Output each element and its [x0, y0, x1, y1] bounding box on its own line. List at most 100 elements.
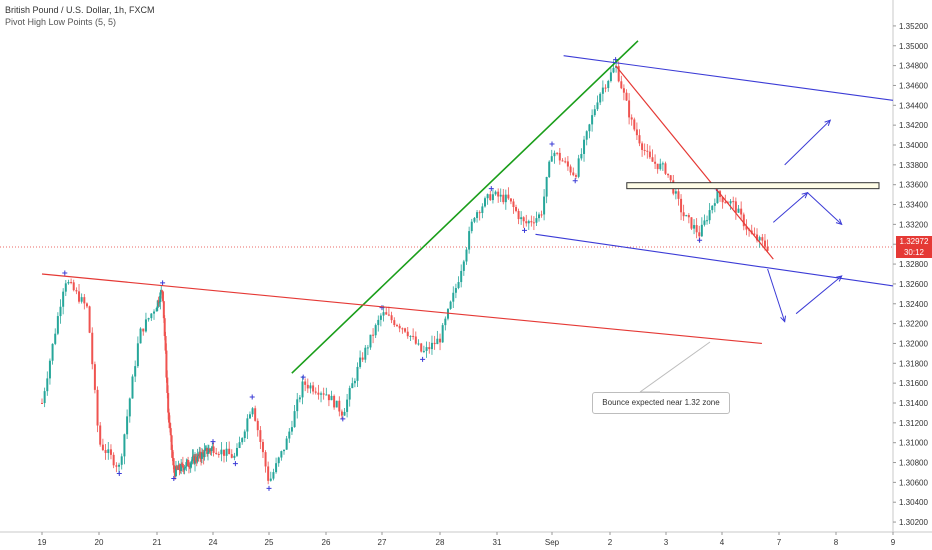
candle-body: [70, 282, 73, 284]
candle-body: [599, 93, 602, 103]
candle: [609, 68, 612, 83]
time-axis[interactable]: 19 20 21 24 25 26 27 28 31 Sep 2 3 4 7 8 9: [38, 532, 896, 547]
candle-body: [580, 153, 583, 159]
candle: [115, 462, 118, 473]
candle-body: [309, 385, 312, 389]
candle-body: [550, 156, 553, 162]
arrow-shaft[interactable]: [772, 192, 808, 223]
candle-body: [207, 449, 210, 453]
candle-body: [180, 463, 183, 471]
candle: [348, 385, 351, 407]
candle: [761, 233, 764, 245]
candle: [756, 228, 759, 243]
arrow-shaft[interactable]: [784, 119, 831, 166]
candle: [677, 187, 680, 206]
projection-arrow[interactable]: [784, 119, 832, 166]
candle: [617, 61, 620, 83]
candle-body: [369, 334, 372, 348]
candle: [654, 154, 657, 169]
red-trendline-short[interactable]: [615, 65, 774, 260]
candle-body: [457, 282, 460, 289]
candle-body: [470, 221, 473, 232]
candle-body: [664, 163, 667, 174]
candle: [417, 339, 420, 346]
candle: [165, 343, 168, 383]
pivot-markers: [62, 57, 719, 491]
candle: [46, 371, 49, 396]
candle-body: [147, 318, 150, 320]
projection-arrow[interactable]: [795, 275, 843, 315]
candle: [409, 335, 412, 342]
candle-body: [393, 320, 396, 326]
candle-body: [325, 394, 328, 396]
candle: [59, 299, 62, 324]
resistance-zone[interactable]: [626, 182, 880, 190]
red-trendline-long[interactable]: [41, 273, 762, 345]
candle-body: [353, 380, 356, 384]
candle-body: [210, 447, 213, 452]
candle: [153, 309, 156, 320]
arrow-head[interactable]: [835, 218, 843, 226]
candle: [267, 461, 270, 485]
pivot-high-marker: [249, 394, 255, 400]
blue-channel-top[interactable]: [563, 55, 894, 101]
candle: [211, 442, 214, 449]
candle-body: [170, 435, 173, 450]
candle-body: [364, 347, 367, 360]
price-tick-label: 1.32800: [899, 260, 928, 269]
candle-body: [742, 214, 745, 227]
price-tick-label: 1.31600: [899, 379, 928, 388]
time-tick-label: 28: [436, 538, 445, 547]
blue-channel-bottom[interactable]: [535, 233, 894, 287]
candle: [593, 105, 596, 117]
projection-arrow[interactable]: [807, 192, 843, 226]
arrow-head[interactable]: [780, 315, 787, 323]
candle: [85, 302, 88, 309]
candle: [128, 397, 131, 423]
candle: [51, 343, 54, 365]
candle-body: [112, 454, 115, 466]
arrow-shaft[interactable]: [795, 275, 843, 315]
candle-body: [356, 366, 359, 381]
candle: [215, 447, 218, 455]
candle: [711, 205, 714, 214]
candle: [201, 449, 204, 454]
candle: [398, 323, 401, 333]
candle: [737, 204, 740, 213]
candle-body: [499, 194, 502, 197]
candle-body: [142, 328, 145, 332]
candle-body: [372, 334, 375, 336]
time-tick-label: 24: [209, 538, 218, 547]
candle-body: [659, 163, 662, 170]
projection-arrow[interactable]: [772, 191, 809, 223]
candle: [583, 135, 586, 162]
candle-body: [161, 290, 164, 292]
candle-body: [638, 135, 641, 144]
arrow-head[interactable]: [835, 275, 843, 282]
annotation-callout[interactable]: Bounce expected near 1.32 zone: [592, 392, 730, 414]
candle-body: [243, 431, 246, 439]
pivot-high-marker: [488, 186, 494, 192]
arrow-head[interactable]: [824, 119, 832, 127]
pivot-low-marker: [697, 237, 703, 243]
arrow-shaft[interactable]: [807, 192, 843, 225]
green-trendline[interactable]: [291, 40, 639, 374]
candle-body: [489, 194, 492, 201]
projection-arrow[interactable]: [767, 268, 787, 323]
candle-body: [254, 408, 257, 421]
price-axis[interactable]: 1.35200 1.35000 1.34800 1.34600 1.34400 1.342…: [893, 22, 928, 527]
candle-body: [366, 347, 369, 349]
candle: [465, 247, 468, 265]
arrow-head[interactable]: [801, 191, 809, 199]
candle-body: [420, 343, 423, 352]
candle-body: [225, 448, 228, 456]
candle-body: [512, 201, 515, 208]
candle: [620, 75, 623, 90]
arrow-shaft[interactable]: [767, 268, 786, 322]
candle-body: [288, 431, 291, 439]
candle-body: [211, 446, 214, 448]
candle-body: [509, 198, 512, 202]
chart-drawings[interactable]: [41, 40, 894, 393]
candle: [703, 214, 706, 227]
